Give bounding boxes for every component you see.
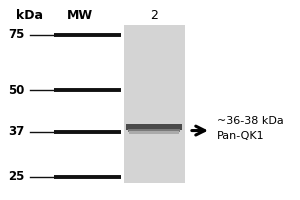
Text: Pan-QK1: Pan-QK1 xyxy=(217,131,264,141)
Text: kDa: kDa xyxy=(16,9,43,22)
Text: ~36-38 kDa: ~36-38 kDa xyxy=(217,116,284,126)
Text: 37: 37 xyxy=(8,125,25,138)
Text: 75: 75 xyxy=(8,28,25,41)
Text: 25: 25 xyxy=(8,170,25,183)
Text: 2: 2 xyxy=(150,9,158,22)
Bar xyxy=(129,131,179,134)
Bar xyxy=(127,124,182,130)
Text: 50: 50 xyxy=(8,84,25,97)
Bar xyxy=(124,25,185,183)
Bar xyxy=(128,129,180,132)
Text: MW: MW xyxy=(67,9,93,22)
